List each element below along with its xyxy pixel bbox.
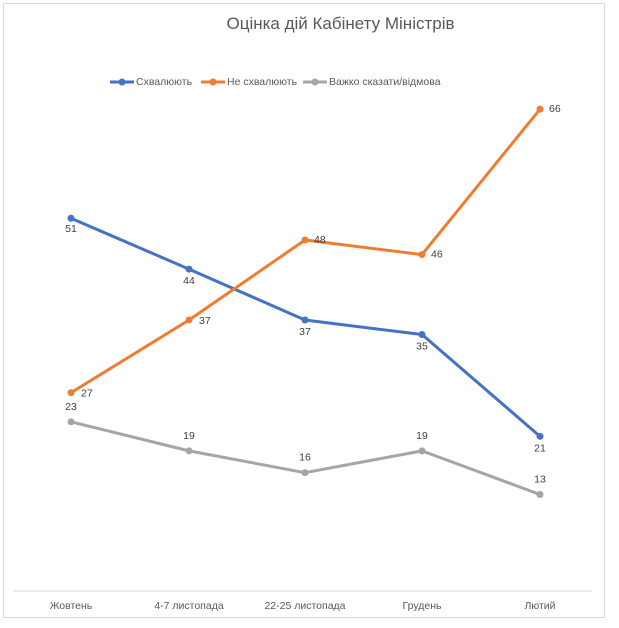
x-tick-label: Лютий (524, 600, 555, 612)
data-point (301, 236, 309, 244)
x-tick-label: 4-7 листопада (154, 600, 224, 612)
data-point (67, 389, 75, 397)
data-point (536, 490, 544, 498)
legend-label: Важко сказати/відмова (329, 76, 441, 88)
data-point (418, 331, 426, 339)
legend-item-undecided: Важко сказати/відмова (303, 76, 441, 88)
data-point (185, 265, 193, 273)
chart-title: Оцінка дій Кабінету Міністрів (226, 14, 455, 33)
legend-label: Не схвалюють (227, 76, 298, 88)
legend-item-disapprove: Не схвалюють (201, 76, 297, 88)
data-point (185, 316, 193, 324)
data-label: 13 (534, 473, 546, 485)
data-label: 48 (314, 234, 326, 246)
data-point (301, 316, 309, 324)
data-point (301, 469, 309, 477)
data-label: 51 (65, 223, 77, 235)
data-label: 19 (183, 430, 195, 442)
data-point (185, 447, 193, 455)
data-label: 27 (81, 388, 93, 400)
legend-marker-icon (110, 78, 134, 86)
data-label: 35 (416, 341, 428, 353)
x-tick-label: Жовтень (50, 600, 93, 612)
data-point (67, 214, 75, 222)
data-point (418, 447, 426, 455)
data-label: 44 (183, 275, 195, 287)
series-line (70, 108, 542, 394)
x-tick-label: Грудень (403, 600, 442, 612)
data-point (536, 432, 544, 440)
data-label: 46 (431, 249, 443, 261)
data-label: 66 (549, 103, 561, 115)
data-label: 21 (534, 442, 546, 454)
x-tick-label: 22-25 листопада (264, 600, 345, 612)
data-point (418, 251, 426, 259)
legend-marker-icon (303, 78, 327, 86)
data-label: 23 (65, 401, 77, 413)
legend-label: Схвалюють (136, 76, 193, 88)
data-label: 37 (299, 326, 311, 338)
data-label: 19 (416, 430, 428, 442)
legend-marker-icon (201, 78, 225, 86)
data-label: 16 (299, 452, 311, 464)
data-label: 37 (199, 315, 211, 327)
data-point (67, 418, 75, 426)
legend-item-approve: Схвалюють (110, 76, 192, 88)
data-point (536, 105, 544, 113)
chart-frame (3, 3, 605, 618)
